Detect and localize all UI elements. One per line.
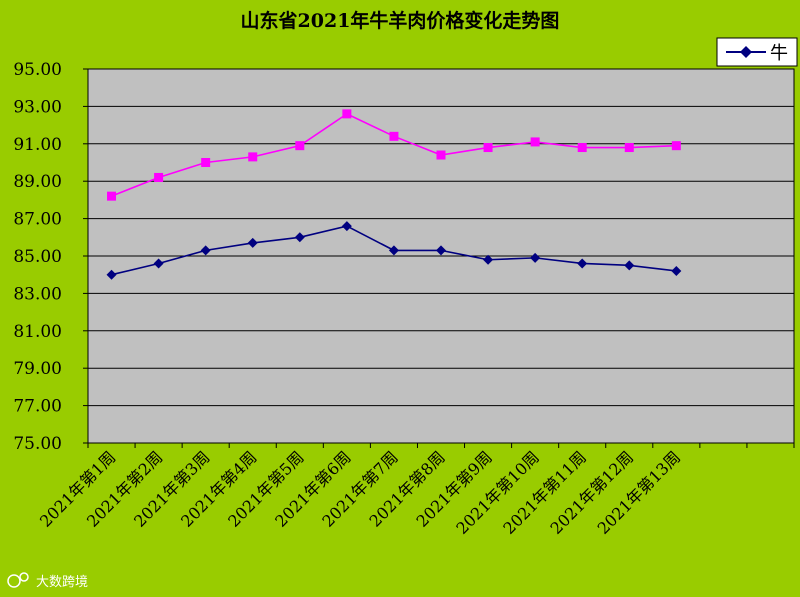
data-point-diamond xyxy=(671,265,682,276)
data-point-square xyxy=(483,143,493,153)
x-tick-label: 2021年第13周 xyxy=(594,447,685,538)
data-point-diamond xyxy=(341,221,352,232)
y-tick-label: 93.00 xyxy=(13,97,62,117)
watermark-logo-icon xyxy=(7,574,21,588)
data-point-diamond xyxy=(247,237,258,248)
data-point-diamond xyxy=(577,258,588,269)
legend: 牛 xyxy=(716,37,798,67)
data-point-square xyxy=(107,191,117,201)
data-point-diamond xyxy=(153,258,164,269)
watermark: 大数跨境 xyxy=(7,572,88,590)
data-point-square xyxy=(154,172,164,182)
legend-marker-niu xyxy=(740,46,752,58)
y-tick-label: 83.00 xyxy=(13,284,62,304)
y-tick-label: 87.00 xyxy=(13,210,62,230)
y-tick-label: 95.00 xyxy=(13,60,62,80)
data-point-square xyxy=(389,131,399,141)
chart-title: 山东省2021年牛羊肉价格变化走势图 xyxy=(241,9,560,32)
data-point-square xyxy=(201,158,211,167)
x-tick-label: 2021年第11周 xyxy=(499,447,590,538)
data-point-square xyxy=(248,152,258,162)
y-tick-label: 79.00 xyxy=(13,359,62,379)
y-tick-label: 81.00 xyxy=(13,322,62,342)
y-tick-label: 77.00 xyxy=(13,397,62,417)
data-point-square xyxy=(624,143,634,153)
watermark-logo-icon-dot xyxy=(19,572,29,582)
data-point-square xyxy=(342,109,352,119)
data-point-diamond xyxy=(106,269,117,280)
data-series xyxy=(106,109,682,280)
y-axis-tick-labels: 95.00 93.00 91.00 89.00 87.00 85.00 83.00 81.00… xyxy=(13,60,62,454)
data-point-square xyxy=(436,150,446,160)
watermark-text: 大数跨境 xyxy=(36,575,88,590)
data-point-diamond xyxy=(388,245,399,256)
x-tick-label: 2021年第12周 xyxy=(547,447,638,538)
data-point-diamond xyxy=(436,245,446,256)
data-point-diamond xyxy=(200,245,211,256)
data-point-square xyxy=(671,141,681,151)
data-point-diamond xyxy=(294,232,305,243)
y-tick-label: 89.00 xyxy=(13,172,62,192)
x-tick-label: 2021年第10周 xyxy=(452,447,543,538)
x-axis-tick-marks xyxy=(87,443,795,448)
data-point-square xyxy=(530,137,540,147)
data-point-square xyxy=(295,141,305,151)
data-point-diamond xyxy=(483,254,494,265)
data-point-diamond xyxy=(530,252,541,263)
x-axis-tick-labels: 2021年第1周2021年第2周2021年第3周2021年第4周2021年第5周… xyxy=(36,447,684,538)
data-point-diamond xyxy=(624,260,635,271)
legend-label-niu: 牛 xyxy=(770,43,788,64)
y-tick-label: 85.00 xyxy=(13,247,62,267)
y-tick-label: 75.00 xyxy=(13,434,62,454)
gridlines xyxy=(83,68,794,444)
y-tick-label: 91.00 xyxy=(13,135,62,155)
data-point-square xyxy=(577,143,587,153)
